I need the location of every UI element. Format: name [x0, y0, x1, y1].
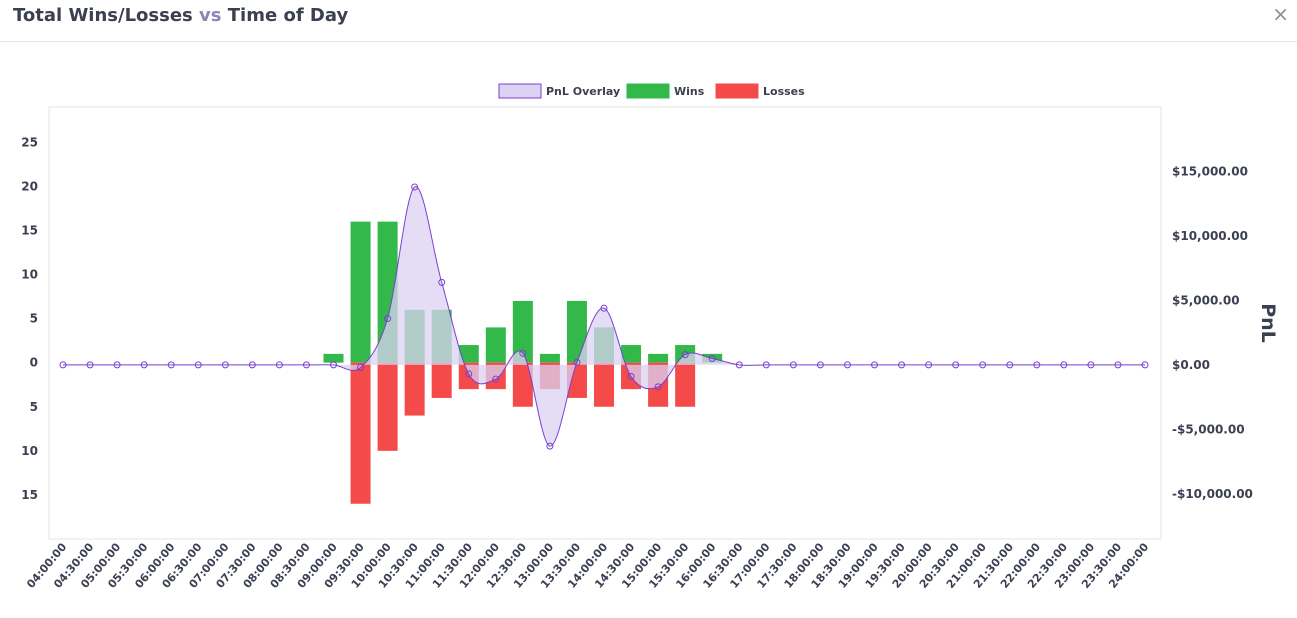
pnl-point	[438, 278, 446, 286]
pnl-point	[384, 314, 392, 322]
pnl-point	[357, 363, 365, 371]
pnl-point	[1060, 361, 1068, 369]
pnl-point	[654, 383, 662, 391]
pnl-point	[248, 361, 256, 369]
pnl-point	[843, 361, 851, 369]
legend-swatch	[498, 83, 542, 99]
pnl-point	[762, 361, 770, 369]
pnl-point	[59, 361, 67, 369]
pnl-area	[63, 186, 1145, 447]
left-tick-label: 10	[21, 444, 38, 458]
legend-label: Losses	[763, 85, 805, 98]
pnl-point	[573, 358, 581, 366]
win-bar	[566, 300, 587, 363]
win-bar	[350, 221, 371, 363]
pnl-point	[140, 361, 148, 369]
left-tick-label: 25	[21, 135, 38, 149]
title-main: Total Wins/Losses	[13, 5, 193, 26]
pnl-point	[925, 361, 933, 369]
pnl-point	[789, 361, 797, 369]
loss-bar	[404, 362, 425, 416]
left-tick-label: 15	[21, 223, 38, 237]
right-tick-label: -$5,000.00	[1172, 422, 1245, 436]
page-title: Total Wins/Losses vs Time of Day	[13, 5, 348, 26]
pnl-point	[952, 361, 960, 369]
legend-label: Wins	[674, 85, 705, 98]
pnl-point	[1114, 361, 1122, 369]
win-bar	[323, 353, 344, 363]
win-bar	[458, 345, 479, 363]
loss-bar	[431, 362, 452, 398]
pnl-point	[708, 354, 716, 362]
right-tick-label: $5,000.00	[1172, 293, 1240, 307]
right-tick-label: -$10,000.00	[1172, 487, 1253, 501]
loss-bar	[594, 362, 614, 407]
right-tick-label: $10,000.00	[1172, 229, 1248, 243]
pnl-point	[330, 361, 337, 369]
close-icon[interactable]: ×	[1272, 2, 1289, 26]
title-vs: vs	[199, 5, 222, 26]
pnl-point	[113, 361, 121, 369]
left-tick-label: 5	[30, 312, 38, 326]
pnl-point	[519, 349, 527, 357]
pnl-point	[546, 442, 554, 450]
loss-bar	[377, 362, 398, 451]
pnl-point	[816, 361, 824, 369]
legend-swatch	[715, 83, 759, 99]
pnl-point	[411, 183, 419, 191]
pnl-point	[681, 351, 689, 359]
win-bar	[539, 353, 560, 363]
pnl-point	[221, 361, 229, 369]
left-tick-label: 15	[21, 488, 38, 502]
right-axis-label: PnL	[1257, 303, 1279, 343]
pnl-point	[1087, 361, 1095, 369]
win-bar	[648, 353, 669, 363]
pnl-point	[194, 361, 202, 369]
pnl-point	[979, 361, 987, 369]
pnl-point	[1141, 361, 1149, 369]
left-tick-label: 10	[21, 268, 38, 282]
legend-swatch	[626, 83, 670, 99]
pnl-point	[898, 361, 906, 369]
pnl-line	[62, 186, 1145, 447]
pnl-point	[86, 361, 94, 369]
legend-label: PnL Overlay	[546, 85, 620, 98]
pnl-point	[735, 361, 743, 369]
loss-bar	[512, 362, 533, 407]
right-tick-label: $0.00	[1172, 358, 1210, 372]
title-suffix: Time of Day	[227, 5, 349, 26]
left-tick-label: 5	[30, 400, 38, 414]
win-bar	[485, 327, 506, 363]
pnl-point	[492, 375, 500, 383]
left-tick-label: 20	[21, 179, 38, 193]
pnl-point	[302, 361, 310, 369]
pnl-point	[627, 373, 635, 381]
loss-bar	[350, 362, 371, 504]
win-bar	[512, 300, 533, 363]
pnl-point	[167, 361, 175, 369]
right-tick-label: $15,000.00	[1172, 164, 1248, 178]
left-tick-label: 0	[30, 356, 38, 370]
pnl-point	[275, 361, 283, 369]
plot-frame	[48, 106, 1162, 540]
pnl-point	[465, 370, 473, 378]
pnl-point	[871, 361, 878, 369]
pnl-point	[1006, 361, 1014, 369]
pnl-point	[1033, 361, 1041, 369]
loss-bar	[675, 362, 696, 407]
pnl-point	[600, 304, 608, 312]
win-bar	[621, 345, 642, 363]
dialog-header: Total Wins/Losses vs Time of Day ×	[0, 0, 1297, 42]
